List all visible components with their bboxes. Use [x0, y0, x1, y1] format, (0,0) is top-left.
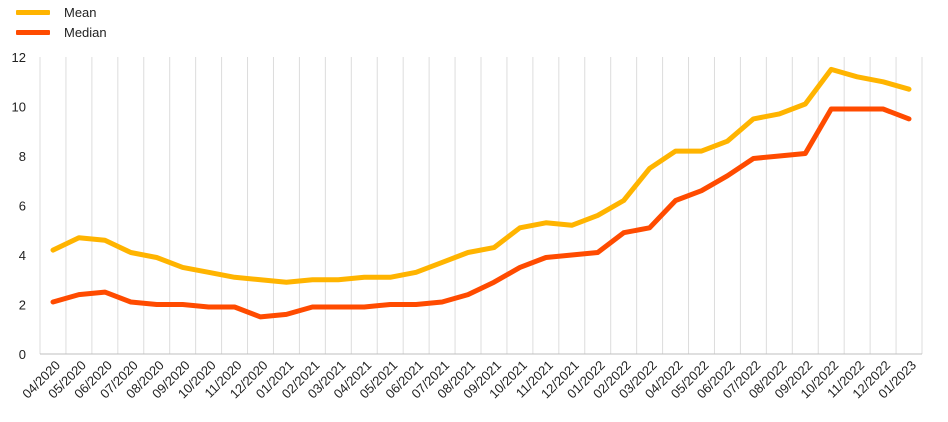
y-tick-label: 2 — [19, 298, 26, 313]
grid — [39, 57, 923, 355]
legend-swatch-mean — [16, 9, 50, 15]
legend-label-median: Median — [64, 24, 107, 40]
series-line-mean — [50, 66, 912, 285]
legend-item-mean: Mean — [16, 2, 107, 22]
series-lines — [50, 66, 912, 320]
y-axis: 0 2 4 6 8 10 12 — [12, 50, 26, 362]
y-tick-label: 12 — [12, 50, 26, 65]
y-tick-label: 6 — [19, 199, 26, 214]
legend: Mean Median — [16, 2, 107, 42]
legend-swatch-median — [16, 29, 50, 35]
legend-label-mean: Mean — [64, 4, 97, 20]
y-tick-label: 4 — [19, 248, 26, 263]
series-line-median — [50, 106, 912, 320]
legend-item-median: Median — [16, 22, 107, 42]
x-axis: 04/202005/202006/202007/202008/202009/20… — [19, 358, 919, 402]
y-tick-label: 10 — [12, 100, 26, 115]
y-tick-label: 0 — [19, 347, 26, 362]
y-tick-label: 8 — [19, 149, 26, 164]
